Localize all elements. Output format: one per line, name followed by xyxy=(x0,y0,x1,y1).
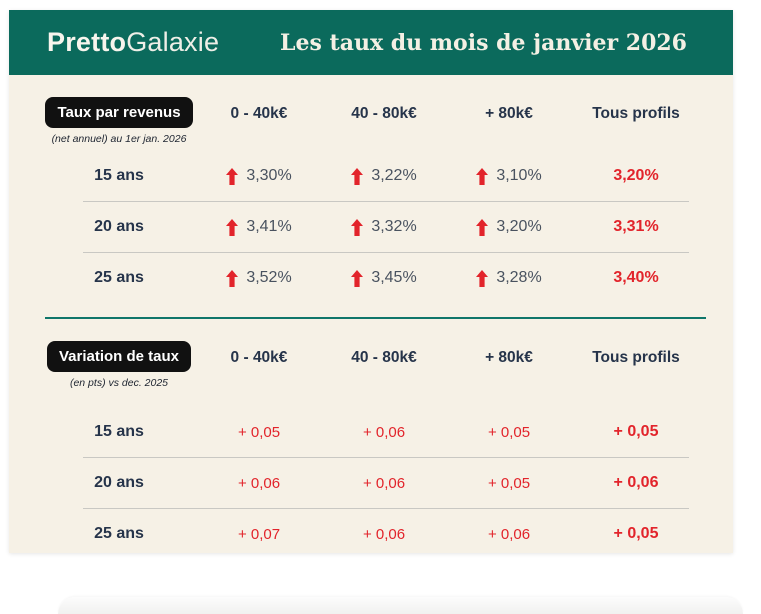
variation-value: + 0,06 xyxy=(362,474,406,492)
section-divider xyxy=(45,317,706,319)
rate-cell: 3,30% xyxy=(199,167,319,185)
rate-total-cell: 3,40% xyxy=(569,269,703,287)
table-row: 25 ans + 0,07 + 0,06 + 0,06 + 0,05 xyxy=(39,509,703,559)
row-label-25-ans: 25 ans xyxy=(94,525,144,542)
column-header-0-40k: 0 - 40k€ xyxy=(230,349,288,366)
row-label-15-ans: 15 ans xyxy=(94,423,144,440)
up-arrow-icon xyxy=(476,218,489,236)
variation-total-value: + 0,05 xyxy=(613,423,659,440)
up-arrow-icon xyxy=(476,167,489,185)
pretto-galaxie-logo: PrettoGalaxie xyxy=(47,27,219,58)
rate-value: 3,52% xyxy=(246,269,292,286)
variation-value: + 0,06 xyxy=(362,525,406,543)
card-header: PrettoGalaxie Les taux du mois de janvie… xyxy=(9,10,733,75)
variation-total-cell: + 0,06 xyxy=(569,474,703,492)
rate-cell: 3,32% xyxy=(319,218,449,236)
rate-value: 3,22% xyxy=(371,167,417,184)
table-row: 15 ans + 0,05 + 0,06 + 0,05 + 0,05 xyxy=(39,407,703,457)
up-arrow-icon xyxy=(351,269,364,287)
variation-cell: + 0,06 xyxy=(319,526,449,543)
logo-galaxie: Galaxie xyxy=(126,27,220,57)
up-arrow-icon xyxy=(226,167,239,185)
rate-cell: 3,10% xyxy=(449,167,569,185)
rates-table: Taux par revenus (net annuel) au 1er jan… xyxy=(9,97,733,303)
row-divider xyxy=(83,457,689,458)
variation-value: + 0,05 xyxy=(487,474,531,492)
column-header-80k: + 80k€ xyxy=(485,105,533,122)
variation-cell: + 0,06 xyxy=(449,526,569,543)
variation-badge-subtitle: (en pts) vs dec. 2025 xyxy=(69,377,169,389)
rate-value: 3,10% xyxy=(496,167,542,184)
rate-value: 3,32% xyxy=(371,218,417,235)
variation-value: + 0,07 xyxy=(237,525,281,543)
table-row: 25 ans 3,52% 3,45% 3,28% 3,40% xyxy=(39,253,703,303)
row-divider xyxy=(83,508,689,509)
table-row: 20 ans 3,41% 3,32% 3,20% 3,31% xyxy=(39,202,703,252)
up-arrow-icon xyxy=(226,269,239,287)
rate-cell: 3,45% xyxy=(319,269,449,287)
variation-table-header: Variation de taux (en pts) vs dec. 2025 … xyxy=(39,341,703,395)
up-arrow-icon xyxy=(351,167,364,185)
rate-value: 3,20% xyxy=(496,218,542,235)
rate-cell: 3,52% xyxy=(199,269,319,287)
row-label-20-ans: 20 ans xyxy=(94,218,144,235)
rate-value: 3,45% xyxy=(371,269,417,286)
row-divider xyxy=(83,252,689,253)
rate-value: 3,28% xyxy=(496,269,542,286)
table-row: 15 ans 3,30% 3,22% 3,10% 3,20% xyxy=(39,151,703,201)
rate-total-value: 3,40% xyxy=(613,269,659,286)
rate-total-value: 3,31% xyxy=(613,218,659,235)
next-card-top-edge xyxy=(58,597,743,614)
rate-cell: 3,28% xyxy=(449,269,569,287)
variation-value: + 0,06 xyxy=(362,423,406,441)
column-header-0-40k: 0 - 40k€ xyxy=(230,105,288,122)
column-header-40-80k: 40 - 80k€ xyxy=(351,105,417,122)
rates-badge-block: Taux par revenus (net annuel) au 1er jan… xyxy=(39,97,199,145)
variation-cell: + 0,05 xyxy=(449,475,569,492)
variation-total-value: + 0,06 xyxy=(613,474,659,491)
page-title: Les taux du mois de janvier 2026 xyxy=(280,29,687,56)
variation-total-value: + 0,05 xyxy=(613,525,659,542)
row-label-25-ans: 25 ans xyxy=(94,269,144,286)
variation-badge: Variation de taux xyxy=(46,341,192,372)
up-arrow-icon xyxy=(226,218,239,236)
variation-value: + 0,05 xyxy=(487,423,531,441)
variation-value: + 0,06 xyxy=(237,474,281,492)
variation-value: + 0,05 xyxy=(237,423,281,441)
rate-cell: 3,41% xyxy=(199,218,319,236)
rate-value: 3,30% xyxy=(246,167,292,184)
variation-total-cell: + 0,05 xyxy=(569,423,703,441)
variation-cell: + 0,07 xyxy=(199,526,319,543)
variation-cell: + 0,06 xyxy=(319,475,449,492)
rates-badge-subtitle: (net annuel) au 1er jan. 2026 xyxy=(51,133,187,145)
rate-cell: 3,22% xyxy=(319,167,449,185)
column-header-tous-profils: Tous profils xyxy=(592,105,680,122)
rates-table-header: Taux par revenus (net annuel) au 1er jan… xyxy=(39,97,703,151)
up-arrow-icon xyxy=(351,218,364,236)
rate-cell: 3,20% xyxy=(449,218,569,236)
variation-cell: + 0,06 xyxy=(319,424,449,441)
variation-cell: + 0,05 xyxy=(199,424,319,441)
variation-table: Variation de taux (en pts) vs dec. 2025 … xyxy=(9,341,733,559)
rate-value: 3,41% xyxy=(246,218,292,235)
variation-cell: + 0,06 xyxy=(199,475,319,492)
column-header-tous-profils: Tous profils xyxy=(592,349,680,366)
variation-value: + 0,06 xyxy=(487,525,531,543)
table-row: 20 ans + 0,06 + 0,06 + 0,05 + 0,06 xyxy=(39,458,703,508)
logo-pretto: Pretto xyxy=(47,27,127,57)
column-header-40-80k: 40 - 80k€ xyxy=(351,349,417,366)
variation-cell: + 0,05 xyxy=(449,424,569,441)
up-arrow-icon xyxy=(476,269,489,287)
row-label-20-ans: 20 ans xyxy=(94,474,144,491)
variation-badge-block: Variation de taux (en pts) vs dec. 2025 xyxy=(39,341,199,389)
column-header-80k: + 80k€ xyxy=(485,349,533,366)
rate-total-cell: 3,20% xyxy=(569,167,703,185)
rate-total-cell: 3,31% xyxy=(569,218,703,236)
variation-total-cell: + 0,05 xyxy=(569,525,703,543)
rate-total-value: 3,20% xyxy=(613,167,659,184)
rates-badge: Taux par revenus xyxy=(45,97,193,128)
row-divider xyxy=(83,201,689,202)
row-label-15-ans: 15 ans xyxy=(94,167,144,184)
rates-card: PrettoGalaxie Les taux du mois de janvie… xyxy=(9,10,733,553)
